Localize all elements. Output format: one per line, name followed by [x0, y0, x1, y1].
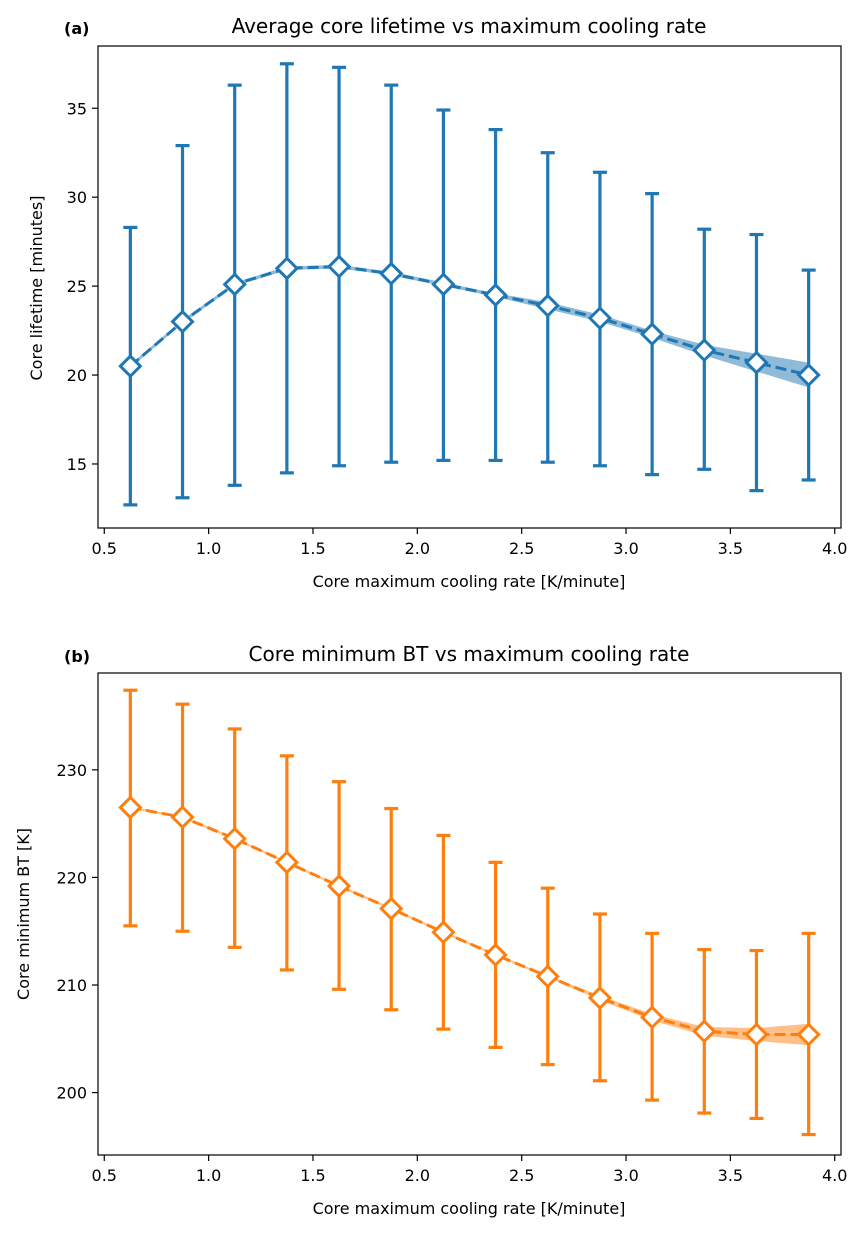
- x-tick-label: 1.5: [300, 1166, 325, 1185]
- data-point: [587, 306, 613, 331]
- x-axis-label: Core maximum cooling rate [K/minute]: [313, 1199, 626, 1218]
- y-tick-label: 220: [56, 868, 87, 887]
- data-point: [118, 354, 143, 379]
- data-point: [744, 1022, 769, 1047]
- y-tick-label: 30: [67, 188, 87, 207]
- x-tick-label: 3.5: [718, 539, 743, 558]
- x-tick-label: 0.5: [92, 1166, 117, 1185]
- y-axis-label: Core lifetime [minutes]: [27, 196, 46, 381]
- data-point: [639, 1005, 665, 1030]
- panel-label: (b): [64, 647, 90, 666]
- y-tick-label: 200: [56, 1084, 87, 1103]
- plot-frame: [97, 45, 842, 529]
- data-point: [326, 873, 352, 899]
- data-point: [535, 293, 560, 318]
- x-tick-label: 3.0: [613, 539, 638, 558]
- x-tick-label: 4.0: [822, 539, 847, 558]
- y-tick-label: 20: [67, 366, 87, 385]
- data-point: [692, 1019, 717, 1044]
- data-point: [326, 254, 352, 279]
- data-point: [535, 964, 560, 989]
- data-point: [796, 1022, 821, 1047]
- x-tick-label: 0.5: [92, 539, 117, 558]
- data-point: [379, 261, 404, 286]
- x-tick-label: 3.5: [718, 1166, 743, 1185]
- chart-panel-a: (a) Average core lifetime vs maximum coo…: [27, 14, 847, 591]
- x-tick-label: 2.0: [405, 539, 430, 558]
- data-point: [639, 322, 665, 347]
- plot-frame: [97, 672, 842, 1156]
- data-point: [274, 850, 300, 875]
- chart-panel-b: (b) Core minimum BT vs maximum cooling r…: [14, 642, 847, 1218]
- chart-title: Average core lifetime vs maximum cooling…: [232, 14, 707, 38]
- y-tick-label: 35: [67, 99, 87, 118]
- x-axis-label: Core maximum cooling rate [K/minute]: [313, 572, 626, 591]
- x-tick-label: 4.0: [822, 1166, 847, 1185]
- data-point: [431, 920, 456, 945]
- x-tick-label: 3.0: [613, 1166, 638, 1185]
- x-tick-label: 1.5: [300, 539, 325, 558]
- y-tick-label: 25: [67, 277, 87, 296]
- data-point: [118, 795, 143, 820]
- panel-label: (a): [64, 19, 89, 38]
- x-tick-label: 1.0: [196, 539, 221, 558]
- data-point: [222, 272, 247, 297]
- data-point: [431, 272, 456, 297]
- series-line: [129, 265, 809, 377]
- x-tick-label: 1.0: [196, 1166, 221, 1185]
- data-point: [587, 985, 613, 1011]
- data-point: [274, 256, 300, 281]
- data-point: [744, 350, 769, 375]
- x-tick-label: 2.5: [509, 539, 534, 558]
- y-tick-label: 210: [56, 976, 87, 995]
- x-tick-label: 2.5: [509, 1166, 534, 1185]
- data-point: [379, 896, 404, 921]
- y-tick-label: 15: [67, 455, 87, 474]
- data-point: [796, 362, 821, 388]
- data-point: [483, 942, 508, 968]
- data-point: [222, 826, 247, 851]
- x-tick-label: 2.0: [405, 1166, 430, 1185]
- y-tick-label: 230: [56, 761, 87, 780]
- y-axis-label: Core minimum BT [K]: [14, 828, 33, 1000]
- data-point: [170, 805, 195, 830]
- data-point: [170, 309, 195, 334]
- data-point: [483, 282, 508, 308]
- chart-title: Core minimum BT vs maximum cooling rate: [249, 642, 690, 666]
- data-point: [692, 338, 717, 363]
